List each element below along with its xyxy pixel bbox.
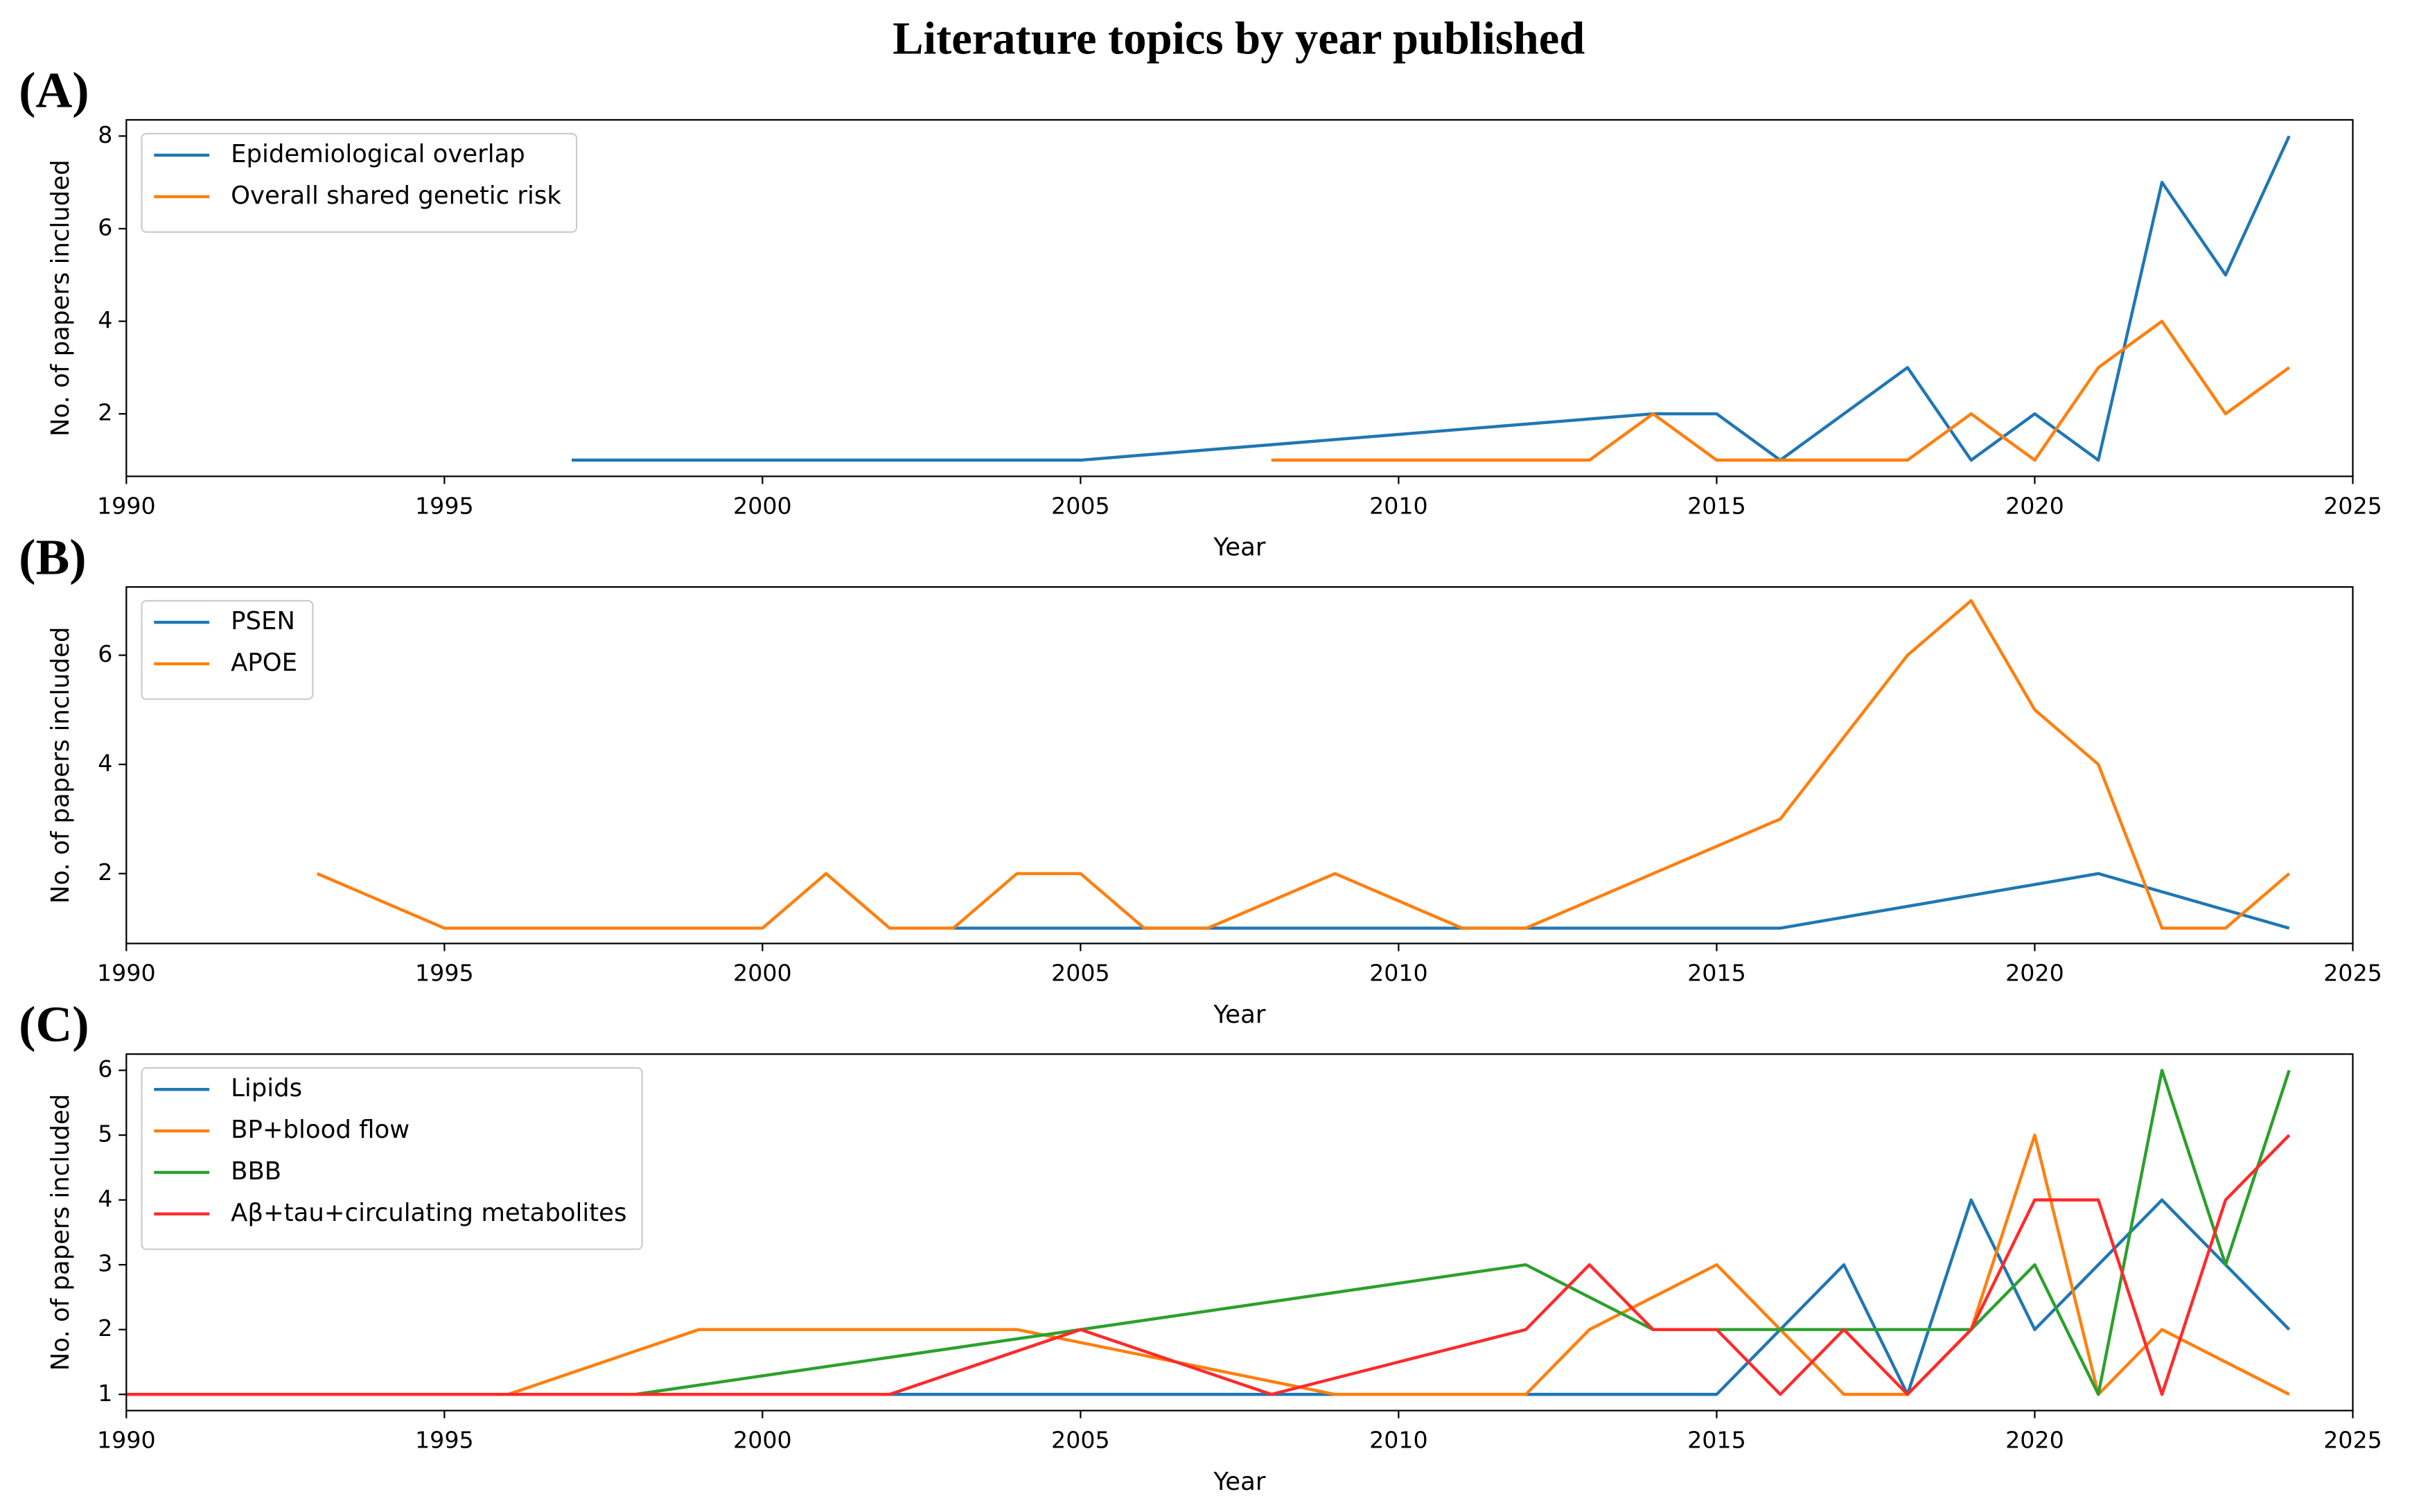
x-tick-label: 2000 — [733, 1426, 792, 1453]
x-tick-label: 1990 — [97, 1426, 156, 1453]
x-axis-label: Year — [1213, 1001, 1266, 1029]
x-tick-label: 2010 — [1369, 1426, 1428, 1453]
y-tick-label: 6 — [98, 640, 112, 667]
x-tick-label: 2000 — [733, 492, 792, 519]
y-tick-label: 6 — [98, 1055, 112, 1082]
y-tick-label: 8 — [98, 121, 112, 148]
x-axis-label: Year — [1213, 1468, 1266, 1496]
x-tick-label: 2005 — [1051, 959, 1110, 986]
x-tick-label: 2025 — [2323, 959, 2382, 986]
y-tick-label: 3 — [98, 1250, 112, 1277]
x-tick-label: 1995 — [415, 959, 474, 986]
x-tick-label: 2010 — [1369, 492, 1428, 519]
legend: Lipids BP+blood flow BBB Aβ+tau+circulating… — [141, 1067, 643, 1250]
plot-frame — [125, 118, 2354, 477]
legend: Epidemiological overlap Overall shared ge… — [141, 132, 578, 233]
x-axis-label: Year — [1213, 534, 1266, 562]
x-tick-label: 2020 — [2005, 492, 2064, 519]
x-tick-label: 2005 — [1051, 492, 1110, 519]
y-axis-label: No. of papers included — [46, 159, 75, 437]
data-line — [126, 1198, 2291, 1396]
y-axis-label: No. of papers included — [46, 1094, 75, 1371]
legend-label: BP+blood flow — [231, 1116, 410, 1144]
x-tick-label: 2015 — [1687, 492, 1746, 519]
legend-label: Overall shared genetic risk — [231, 182, 561, 210]
data-line — [953, 872, 2290, 930]
y-tick-label: 2 — [98, 859, 112, 886]
legend-box — [141, 132, 578, 233]
x-tick-label: 1995 — [415, 1426, 474, 1453]
x-tick-label: 2025 — [2323, 492, 2382, 519]
x-tick-label: 2020 — [2005, 959, 2064, 986]
x-tick-label: 2010 — [1369, 959, 1428, 986]
y-axis-label: No. of papers included — [46, 627, 75, 904]
legend-box — [141, 1067, 643, 1250]
x-tick-label: 2005 — [1051, 1426, 1110, 1453]
panel-label: (B) — [19, 529, 87, 585]
x-tick-label: 2025 — [2323, 1426, 2382, 1453]
figure-title: Literature topics by year published — [892, 13, 1585, 64]
y-tick-label: 4 — [98, 1185, 112, 1212]
y-tick-label: 4 — [98, 306, 112, 333]
x-tick-label: 2015 — [1687, 1426, 1746, 1453]
panel-label: (A) — [19, 62, 89, 118]
data-line — [571, 135, 2291, 462]
legend-label: Lipids — [231, 1074, 302, 1102]
y-tick-label: 2 — [98, 399, 112, 426]
x-tick-label: 2015 — [1687, 959, 1746, 986]
legend-label: APOE — [231, 649, 297, 677]
legend: PSEN APOE — [141, 599, 314, 701]
plot-frame — [125, 1053, 2354, 1412]
x-tick-label: 1995 — [415, 492, 474, 519]
data-line — [316, 599, 2291, 930]
x-tick-label: 2000 — [733, 959, 792, 986]
y-tick-label: 5 — [98, 1120, 112, 1148]
panel-label: (C) — [19, 996, 89, 1053]
legend-label: PSEN — [231, 607, 295, 635]
legend-label: Aβ+tau+circulating metabolites — [231, 1199, 626, 1227]
y-tick-label: 6 — [98, 213, 112, 240]
y-tick-label: 4 — [98, 750, 112, 777]
y-tick-label: 2 — [98, 1315, 112, 1342]
x-tick-label: 1990 — [97, 959, 156, 986]
y-tick-label: 1 — [98, 1380, 112, 1407]
legend-box — [141, 599, 314, 701]
data-line — [1271, 319, 2290, 462]
x-tick-label: 1990 — [97, 492, 156, 519]
legend-label: Epidemiological overlap — [231, 140, 525, 168]
x-tick-label: 2020 — [2005, 1426, 2064, 1453]
plot-frame — [125, 586, 2354, 944]
legend-label: BBB — [231, 1157, 281, 1186]
data-line — [126, 1133, 2290, 1396]
data-line — [126, 1134, 2291, 1396]
